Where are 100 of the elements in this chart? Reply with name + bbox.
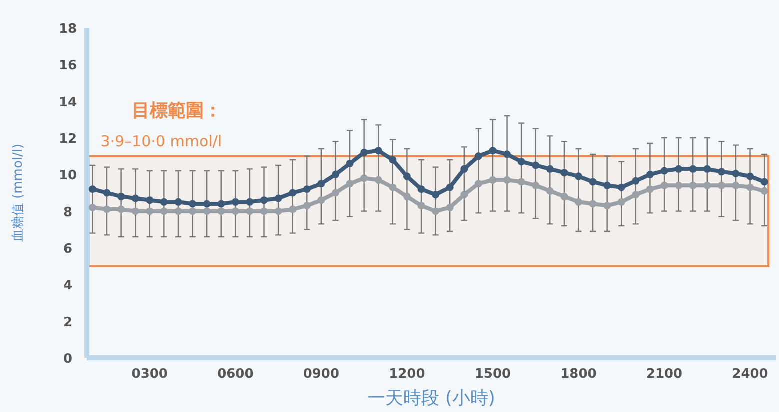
- point: [432, 208, 440, 216]
- point: [218, 200, 226, 208]
- point: [118, 206, 126, 214]
- point: [132, 194, 140, 202]
- point: [132, 208, 140, 216]
- point: [760, 187, 768, 195]
- point: [574, 198, 582, 206]
- point: [460, 191, 468, 199]
- point: [418, 202, 426, 210]
- point: [675, 165, 683, 173]
- point: [303, 186, 311, 194]
- point: [546, 165, 554, 173]
- point: [174, 208, 182, 216]
- annotation: 目標範圍：: [132, 100, 222, 122]
- point: [246, 198, 254, 206]
- point: [589, 178, 597, 186]
- y-tick-label: 12: [58, 132, 78, 147]
- point: [289, 206, 297, 214]
- point: [389, 156, 397, 164]
- point: [232, 208, 240, 216]
- point: [732, 170, 740, 178]
- point: [189, 208, 197, 216]
- point: [660, 182, 668, 190]
- point: [618, 198, 626, 206]
- point: [646, 186, 654, 194]
- point: [332, 170, 340, 178]
- point: [260, 196, 268, 204]
- point: [604, 182, 612, 190]
- point: [704, 182, 712, 190]
- point: [574, 172, 582, 180]
- point: [546, 187, 554, 195]
- point: [560, 192, 568, 200]
- point: [389, 184, 397, 192]
- y-tick-label: 18: [58, 22, 78, 37]
- point: [604, 202, 612, 210]
- point: [732, 182, 740, 190]
- point: [532, 182, 540, 190]
- x-tick-label: 2400: [732, 367, 768, 382]
- band-label: 3·9–10·0 mmol/l: [100, 132, 222, 150]
- y-tick-label: 4: [63, 278, 73, 294]
- x-tick-label: 0300: [132, 367, 168, 382]
- y-tick-label: 16: [58, 58, 78, 74]
- point: [474, 152, 482, 160]
- point: [146, 208, 154, 216]
- point: [660, 167, 668, 175]
- point: [103, 206, 111, 214]
- point: [446, 204, 454, 212]
- point: [760, 178, 768, 186]
- point: [346, 160, 354, 168]
- x-tick-label: 0900: [303, 367, 340, 382]
- y-tick-label: 2: [63, 315, 73, 330]
- point: [160, 208, 168, 216]
- point: [88, 186, 96, 194]
- point: [675, 182, 683, 190]
- x-tick-label: 1200: [389, 367, 426, 382]
- point: [403, 192, 411, 200]
- x-tick-label: 1800: [560, 367, 597, 382]
- point: [274, 208, 282, 216]
- point: [418, 186, 426, 194]
- point: [318, 196, 326, 204]
- point: [88, 204, 96, 212]
- point: [318, 180, 326, 188]
- point: [489, 147, 497, 155]
- point: [274, 194, 282, 202]
- point: [689, 165, 697, 173]
- point: [103, 189, 111, 197]
- point: [646, 170, 654, 178]
- point: [218, 208, 226, 216]
- point: [632, 191, 640, 199]
- point: [504, 150, 512, 158]
- point: [518, 178, 526, 186]
- point: [704, 165, 712, 173]
- point: [632, 177, 640, 185]
- y-axis-title: 血糖值 (mmol/l): [11, 144, 26, 242]
- point: [260, 208, 268, 216]
- y-tick-label: 8: [63, 205, 73, 220]
- point: [432, 191, 440, 199]
- y-tick-label: 0: [63, 352, 73, 367]
- point: [589, 200, 597, 208]
- point: [489, 176, 497, 184]
- point: [203, 208, 211, 216]
- point: [360, 148, 368, 156]
- point: [532, 162, 540, 170]
- point: [303, 202, 311, 210]
- point: [346, 180, 354, 188]
- point: [189, 200, 197, 208]
- point: [474, 180, 482, 188]
- point: [146, 196, 154, 204]
- point: [374, 147, 382, 155]
- x-axis-title: 一天時段 (小時): [368, 388, 496, 409]
- point: [689, 182, 697, 190]
- point: [403, 172, 411, 180]
- y-tick-label: 14: [58, 95, 78, 110]
- point: [618, 184, 626, 192]
- point: [746, 172, 754, 180]
- point: [160, 198, 168, 206]
- y-tick-label: 6: [63, 242, 73, 257]
- point: [446, 184, 454, 192]
- x-tick-label: 1500: [474, 367, 512, 382]
- point: [289, 189, 297, 197]
